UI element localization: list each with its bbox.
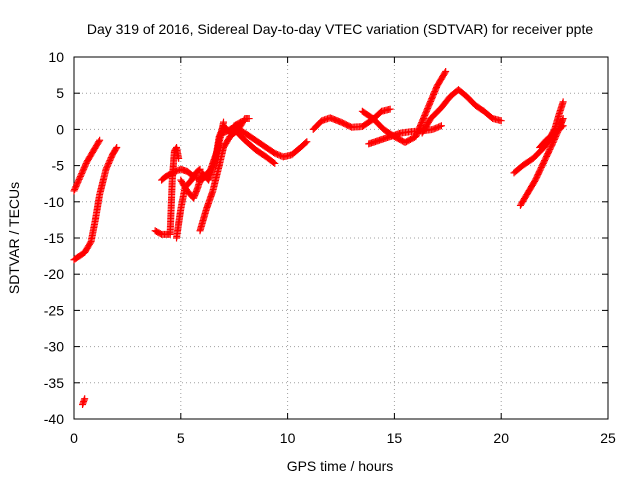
data-point <box>441 69 449 77</box>
x-tick-label: 5 <box>177 430 185 446</box>
y-tick-label: 10 <box>48 49 64 65</box>
series-arc-9 <box>230 125 279 167</box>
data-point <box>112 145 120 153</box>
data-point <box>113 144 121 151</box>
y-tick-label: -15 <box>44 230 64 246</box>
data-point <box>271 159 279 167</box>
series-arc-12 <box>358 67 450 146</box>
series-arc-1 <box>70 136 104 195</box>
series-arc-3 <box>79 395 89 409</box>
data-point <box>442 67 450 75</box>
data-point <box>497 117 505 125</box>
y-tick-label: -10 <box>44 194 64 210</box>
x-tick-label: 20 <box>493 430 509 446</box>
data-point <box>95 138 103 146</box>
data-point <box>302 139 310 147</box>
data-point <box>386 105 394 113</box>
series-arc-17 <box>536 98 567 151</box>
y-tick-label: 0 <box>56 121 64 137</box>
data-point <box>96 136 104 144</box>
y-axis-label: SDTVAR / TECUs <box>6 182 22 294</box>
y-axis: -40 -35 -30 -25 -20 -15 -10 -5 0 5 10 <box>44 49 608 427</box>
data-point <box>559 98 567 106</box>
data-points <box>70 67 567 409</box>
x-tick-label: 10 <box>280 430 296 446</box>
x-tick-label: 25 <box>600 430 616 446</box>
x-axis: 0 5 10 15 20 25 <box>70 57 616 446</box>
series-arc-14 <box>418 86 505 137</box>
data-point <box>196 165 204 173</box>
y-tick-label: -5 <box>52 158 65 174</box>
y-tick-label: -35 <box>44 375 64 391</box>
series-arc-11 <box>309 105 394 133</box>
series-arc-8 <box>196 115 253 235</box>
series-arc-16 <box>516 115 567 209</box>
x-tick-label: 0 <box>70 430 78 446</box>
x-tick-label: 15 <box>387 430 403 446</box>
x-axis-label: GPS time / hours <box>287 458 394 474</box>
data-point <box>245 115 253 123</box>
data-point <box>437 122 445 130</box>
data-point <box>270 158 278 166</box>
y-tick-label: 5 <box>56 85 64 101</box>
series-arc-10 <box>220 123 311 161</box>
y-tick-label: -25 <box>44 302 64 318</box>
data-point <box>81 395 89 403</box>
y-tick-label: -40 <box>44 411 64 427</box>
series-arc-2 <box>70 144 121 264</box>
y-tick-label: -30 <box>44 339 64 355</box>
data-point <box>436 122 444 130</box>
data-point <box>175 154 183 162</box>
data-point <box>559 115 567 123</box>
chart-title: Day 319 of 2016, Sidereal Day-to-day VTE… <box>87 21 594 37</box>
y-tick-label: -20 <box>44 266 64 282</box>
data-point <box>303 138 311 146</box>
